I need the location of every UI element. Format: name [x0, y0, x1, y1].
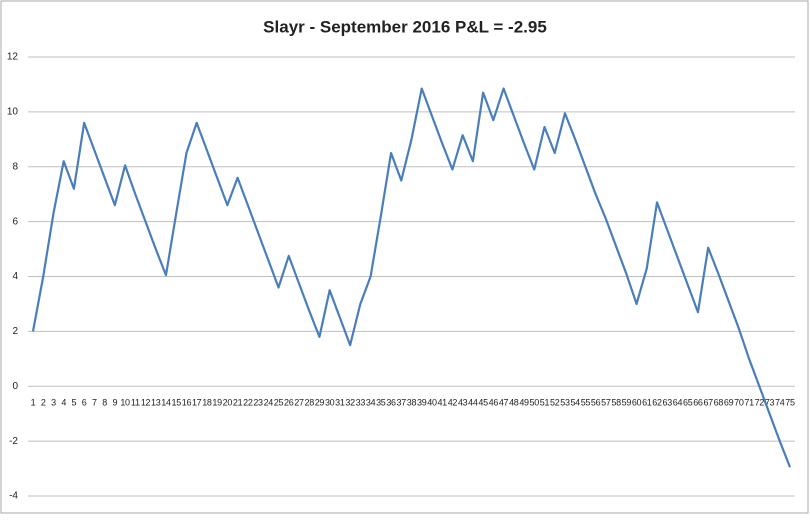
x-tick-label: 66 [693, 398, 703, 408]
x-tick-label: 37 [397, 398, 407, 408]
y-tick-label: 2 [12, 326, 18, 337]
x-tick-label: 42 [448, 398, 458, 408]
x-tick-label: 7 [92, 398, 97, 408]
x-tick-label: 51 [540, 398, 550, 408]
x-tick-label: 59 [622, 398, 632, 408]
x-tick-label: 39 [417, 398, 427, 408]
y-tick-label: 6 [12, 216, 18, 227]
x-tick-label: 16 [182, 398, 192, 408]
x-tick-label: 46 [489, 398, 499, 408]
x-tick-label: 57 [601, 398, 611, 408]
x-tick-label: 63 [663, 398, 673, 408]
x-tick-label: 52 [550, 398, 560, 408]
x-tick-label: 44 [468, 398, 478, 408]
x-tick-label: 74 [775, 398, 785, 408]
x-tick-label: 61 [642, 398, 652, 408]
line [31, 87, 792, 468]
x-tick-label: 13 [151, 398, 161, 408]
y-tick-label: 12 [7, 52, 19, 63]
x-tick-label: 45 [478, 398, 488, 408]
chart-title: Slayr - September 2016 P&L = -2.95 [263, 17, 547, 36]
x-tick-label: 24 [264, 398, 274, 408]
y-tick-label: 8 [12, 161, 18, 172]
x-tick-label: 2 [41, 398, 46, 408]
x-tick-label: 31 [335, 398, 345, 408]
x-tick-label: 17 [192, 398, 202, 408]
y-tick-label: -2 [9, 436, 18, 447]
x-tick-label: 34 [366, 398, 376, 408]
x-tick-label: 41 [437, 398, 447, 408]
x-tick-label: 14 [161, 398, 171, 408]
x-tick-label: 47 [499, 398, 509, 408]
x-tick-label: 35 [376, 398, 386, 408]
x-tick-label: 32 [345, 398, 355, 408]
x-tick-label: 4 [61, 398, 66, 408]
x-tick-label: 19 [212, 398, 222, 408]
x-tick-label: 36 [386, 398, 396, 408]
x-tick-label: 48 [509, 398, 519, 408]
x-tick-label: 26 [284, 398, 294, 408]
x-tick-label: 22 [243, 398, 253, 408]
x-tick-label: 38 [407, 398, 417, 408]
y-tick-label: 10 [7, 107, 19, 118]
x-tick-label: 18 [202, 398, 212, 408]
x-tick-label: 15 [172, 398, 182, 408]
x-tick-label: 62 [652, 398, 662, 408]
x-tick-label: 60 [632, 398, 642, 408]
x-tick-label: 49 [519, 398, 529, 408]
x-tick-label: 12 [141, 398, 151, 408]
x-tick-label: 23 [253, 398, 263, 408]
x-tick-label: 70 [734, 398, 744, 408]
x-tick-label: 9 [112, 398, 117, 408]
y-tick-label: -4 [9, 491, 18, 502]
x-tick-label: 29 [315, 398, 325, 408]
x-tick-label: 10 [120, 398, 130, 408]
x-tick-label: 71 [744, 398, 754, 408]
x-tick-label: 21 [233, 398, 243, 408]
x-tick-label: 43 [458, 398, 468, 408]
x-tick-label: 65 [683, 398, 693, 408]
x-tick-label: 25 [274, 398, 284, 408]
x-tick-label: 20 [223, 398, 233, 408]
x-tick-label: 3 [51, 398, 56, 408]
x-tick-label: 69 [724, 398, 734, 408]
x-tick-label: 54 [570, 398, 580, 408]
x-tick-label: 5 [72, 398, 77, 408]
x-tick-label: 8 [102, 398, 107, 408]
x-tick-label: 75 [785, 398, 795, 408]
y-tick-label: 4 [12, 271, 18, 282]
x-tick-label: 33 [356, 398, 366, 408]
x-tick-label: 1 [31, 398, 36, 408]
x-tick-label: 73 [765, 398, 775, 408]
x-tick-label: 53 [560, 398, 570, 408]
x-tick-label: 27 [294, 398, 304, 408]
x-tick-label: 50 [530, 398, 540, 408]
x-tick-label: 72 [755, 398, 765, 408]
x-tick-label: 28 [304, 398, 314, 408]
y-tick-label: 0 [12, 381, 18, 392]
x-tick-label: 68 [714, 398, 724, 408]
x-tick-label: 40 [427, 398, 437, 408]
x-tick-label: 30 [325, 398, 335, 408]
x-tick-label: 11 [131, 398, 140, 408]
x-tick-label: 6 [82, 398, 87, 408]
x-tick-label: 55 [581, 398, 591, 408]
x-tick-label: 67 [703, 398, 713, 408]
x-tick-label: 64 [673, 398, 683, 408]
x-tick-label: 58 [611, 398, 621, 408]
x-tick-label: 56 [591, 398, 601, 408]
